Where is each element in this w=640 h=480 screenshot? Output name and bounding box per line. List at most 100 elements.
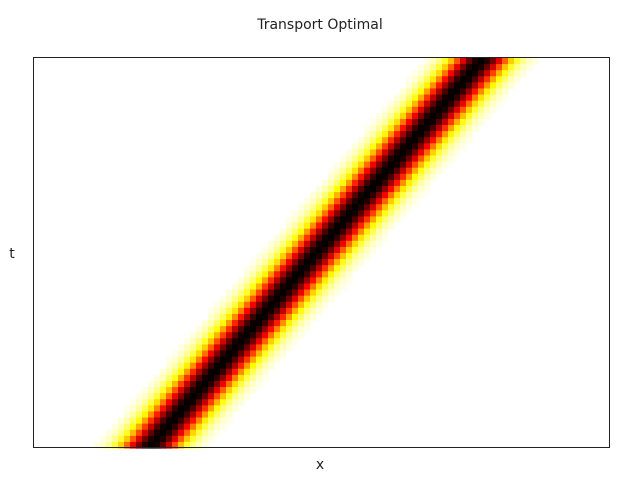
heatmap-cell — [250, 368, 257, 376]
heatmap-cell — [178, 405, 185, 413]
heatmap-cell — [208, 344, 215, 352]
heatmap-cell — [256, 368, 263, 376]
heatmap-cell — [442, 70, 449, 77]
heatmap-cell — [400, 143, 407, 150]
plot-frame — [33, 57, 610, 448]
heatmap-cell — [310, 240, 317, 248]
heatmap-cell — [472, 118, 479, 126]
heatmap-cell — [358, 259, 365, 266]
heatmap-cell — [262, 374, 269, 382]
heatmap-cell — [418, 149, 425, 157]
heatmap-cell — [172, 387, 179, 394]
heatmap-cell — [364, 216, 371, 224]
heatmap-cell — [388, 161, 395, 169]
heatmap-cell — [148, 423, 155, 431]
heatmap-cell — [208, 411, 215, 419]
heatmap-cell — [448, 64, 455, 71]
heatmap-cell — [166, 423, 173, 431]
heatmap-cell — [382, 161, 389, 169]
heatmap-cell — [316, 185, 323, 193]
heatmap-cell — [382, 137, 389, 144]
heatmap-cell — [496, 64, 503, 71]
heatmap-cell — [280, 277, 287, 285]
heatmap-cell — [400, 198, 407, 205]
heatmap-cell — [142, 429, 149, 437]
heatmap-cell — [178, 441, 185, 449]
heatmap-cell — [328, 210, 335, 218]
heatmap-cell — [196, 417, 203, 425]
heatmap-cell — [298, 313, 305, 321]
heatmap-cell — [172, 393, 179, 400]
heatmap-cell — [364, 131, 371, 138]
heatmap-cell — [496, 76, 503, 83]
heatmap-cell — [286, 240, 293, 248]
heatmap-cell — [250, 344, 257, 352]
heatmap-cell — [424, 64, 431, 71]
heatmap-cell — [298, 301, 305, 309]
heatmap-cell — [460, 143, 467, 150]
heatmap-cell — [406, 131, 413, 138]
heatmap-cell — [100, 441, 107, 449]
heatmap-cell — [478, 94, 485, 102]
heatmap-cell — [520, 64, 527, 71]
heatmap-cell — [466, 106, 473, 114]
heatmap-cell — [232, 283, 239, 291]
heatmap-cell — [340, 161, 347, 169]
heatmap-cell — [292, 240, 299, 248]
heatmap-cell — [412, 88, 419, 96]
heatmap-cell — [262, 307, 269, 315]
heatmap-cell — [370, 149, 377, 157]
heatmap-cell — [328, 240, 335, 248]
heatmap-cell — [328, 228, 335, 236]
heatmap-cell — [496, 58, 503, 65]
heatmap-cell — [406, 112, 413, 120]
heatmap-cell — [160, 368, 167, 376]
heatmap-cell — [118, 435, 125, 443]
heatmap-cell — [274, 253, 281, 260]
heatmap-cell — [250, 283, 257, 291]
heatmap-cell — [136, 441, 143, 449]
heatmap-cell — [220, 350, 227, 358]
heatmap-cell — [454, 100, 461, 108]
heatmap-cell — [340, 185, 347, 193]
heatmap-cell — [322, 271, 329, 278]
heatmap-cell — [274, 332, 281, 339]
heatmap-cell — [160, 429, 167, 437]
heatmap-cell — [466, 88, 473, 96]
heatmap-cell — [478, 118, 485, 126]
heatmap-cell — [400, 204, 407, 211]
heatmap-cell — [238, 350, 245, 358]
heatmap-cell — [364, 246, 371, 254]
heatmap-cell — [454, 88, 461, 96]
heatmap-cell — [214, 417, 221, 425]
heatmap-cell — [124, 405, 131, 413]
heatmap-cell — [466, 100, 473, 108]
heatmap-cell — [412, 125, 419, 132]
heatmap-cell — [370, 234, 377, 242]
heatmap-cell — [202, 338, 209, 345]
heatmap-cell — [286, 265, 293, 272]
heatmap-cell — [496, 94, 503, 102]
heatmap-cell — [268, 271, 275, 278]
heatmap-cell — [370, 216, 377, 224]
heatmap-cell — [286, 301, 293, 309]
heatmap-cell — [322, 283, 329, 291]
heatmap-cell — [274, 295, 281, 303]
heatmap-cell — [184, 350, 191, 358]
heatmap-cell — [322, 246, 329, 254]
heatmap-cell — [442, 143, 449, 150]
heatmap-cell — [142, 411, 149, 419]
heatmap-cell — [400, 161, 407, 169]
heatmap-cell — [286, 283, 293, 291]
heatmap-cell — [490, 100, 497, 108]
heatmap-cell — [460, 131, 467, 138]
heatmap-cell — [460, 76, 467, 83]
heatmap-cell — [154, 387, 161, 394]
heatmap-cell — [286, 271, 293, 278]
heatmap-cell — [352, 179, 359, 187]
heatmap-cell — [352, 234, 359, 242]
heatmap-cell — [172, 356, 179, 364]
heatmap-cell — [400, 94, 407, 102]
heatmap-cell — [196, 362, 203, 370]
heatmap-cell — [298, 271, 305, 278]
